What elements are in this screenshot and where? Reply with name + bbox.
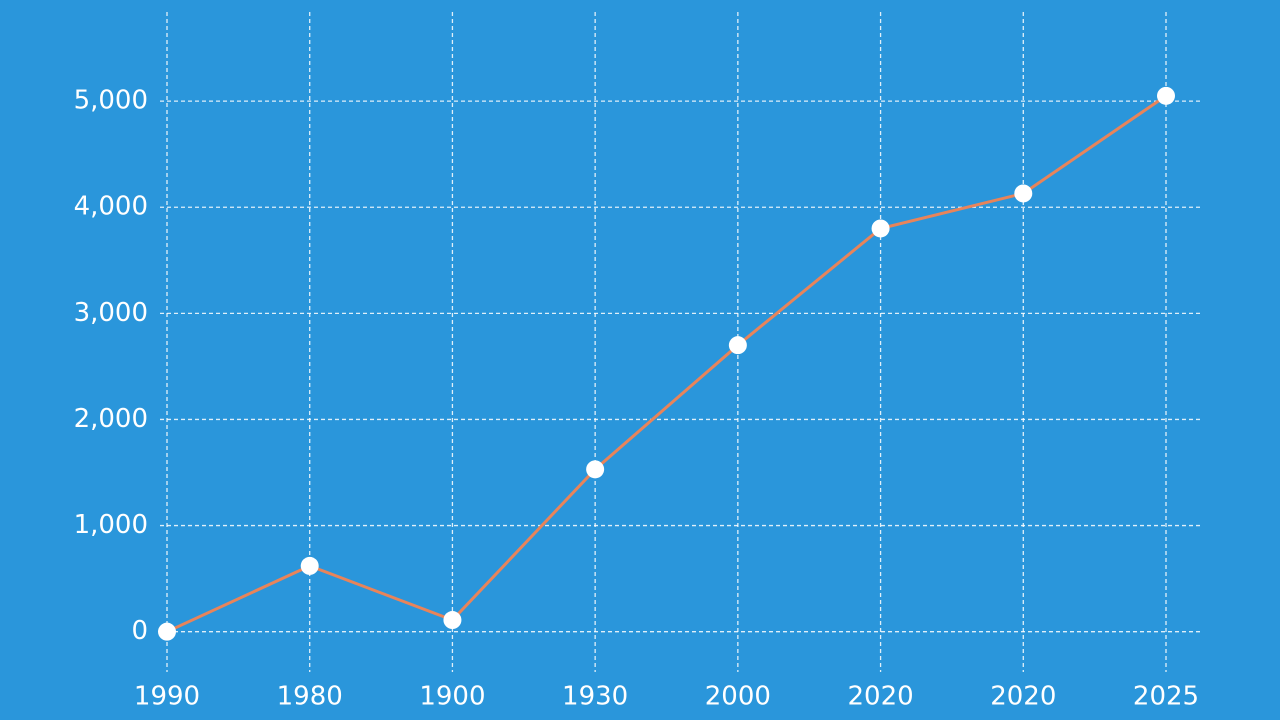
x-tick-label: 1990 [134,682,200,712]
x-tick-label: 1900 [419,682,485,712]
y-tick-label: 2,000 [74,404,148,434]
y-tick-label: 4,000 [74,192,148,222]
data-point [443,611,462,630]
data-point [158,622,176,641]
data-point [728,336,747,355]
data-point [871,219,890,238]
x-tick-label: 2020 [990,682,1056,712]
series-line [166,94,1167,634]
data-point [1014,184,1033,203]
y-tick-label: 3,000 [74,298,148,328]
data-point [1157,86,1175,105]
data-point [586,460,605,479]
x-tick-label: 2020 [847,682,913,712]
x-tick-label: 2025 [1133,682,1199,712]
y-tick-label: 0 [131,616,148,646]
y-tick-label: 1,000 [74,510,148,540]
data-point [300,556,319,575]
x-tick-label: 2000 [705,682,771,712]
y-tick-label: 5,000 [74,86,148,116]
x-tick-label: 1930 [562,682,628,712]
x-tick-label: 1980 [277,682,343,712]
